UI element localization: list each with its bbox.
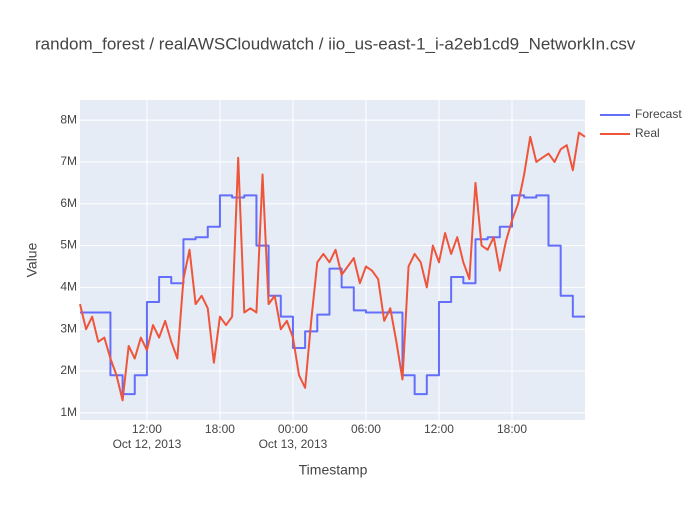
y-tick-label: 8M	[60, 112, 77, 126]
y-tick-label: 4M	[60, 280, 77, 294]
y-tick-label: 1M	[60, 405, 77, 419]
x-axis-title: Timestamp	[299, 462, 368, 478]
y-tick-label: 7M	[60, 154, 77, 168]
grid	[80, 100, 585, 420]
series-line	[79, 131, 586, 402]
chart-title: random_forest / realAWSCloudwatch / iio_…	[35, 34, 636, 53]
x-tick-date: Oct 12, 2013	[113, 437, 182, 451]
x-tick-label: 12:00	[132, 422, 162, 436]
legend-label: Real	[635, 126, 660, 140]
y-tick-label: 5M	[60, 238, 77, 252]
y-axis-title: Value	[24, 242, 40, 277]
legend: Forecast Real	[600, 107, 682, 140]
y-tick-label: 3M	[60, 321, 77, 335]
y-tick-label: 6M	[60, 196, 77, 210]
x-tick-label: 18:00	[497, 422, 527, 436]
x-tick-label: 00:00	[278, 422, 308, 436]
x-tick-date: Oct 13, 2013	[259, 437, 328, 451]
y-tick-label: 2M	[60, 363, 77, 377]
legend-label: Forecast	[635, 107, 682, 121]
plot-area	[80, 100, 585, 420]
x-tick-label: 12:00	[424, 422, 454, 436]
marks	[79, 131, 586, 402]
x-tick-label: 18:00	[205, 422, 235, 436]
x-tick-label: 06:00	[351, 422, 381, 436]
series-line	[80, 194, 585, 396]
